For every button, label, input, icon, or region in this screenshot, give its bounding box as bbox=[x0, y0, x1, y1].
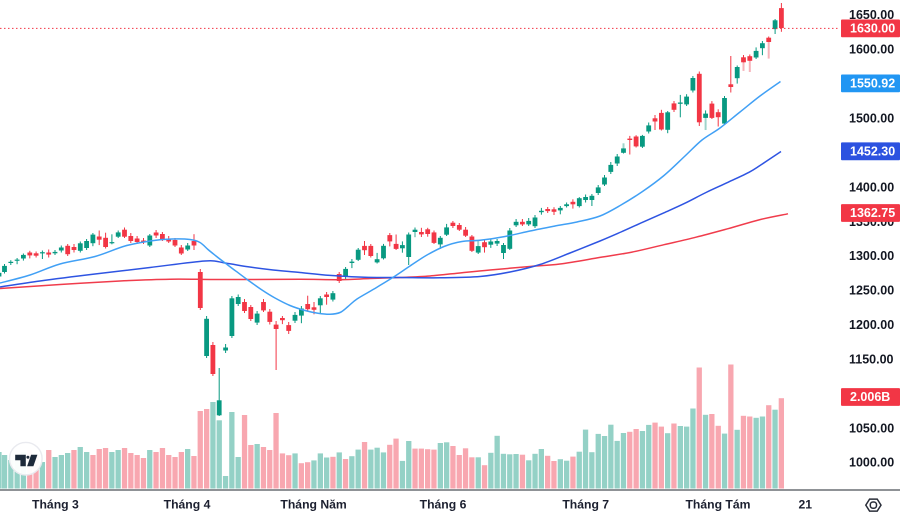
svg-text:Tháng 7: Tháng 7 bbox=[562, 498, 609, 512]
svg-text:1000.00: 1000.00 bbox=[849, 456, 894, 470]
svg-text:Tháng 6: Tháng 6 bbox=[420, 498, 467, 512]
svg-text:1150.00: 1150.00 bbox=[849, 352, 894, 366]
svg-text:21: 21 bbox=[799, 498, 813, 512]
svg-text:1600.00: 1600.00 bbox=[849, 43, 894, 57]
svg-text:2.006B: 2.006B bbox=[850, 390, 890, 404]
svg-text:1300.00: 1300.00 bbox=[849, 249, 894, 263]
svg-text:1452.30: 1452.30 bbox=[850, 145, 895, 159]
svg-text:1250.00: 1250.00 bbox=[849, 284, 894, 298]
svg-text:Tháng 3: Tháng 3 bbox=[32, 498, 79, 512]
svg-text:Tháng 4: Tháng 4 bbox=[164, 498, 211, 512]
svg-text:1500.00: 1500.00 bbox=[849, 112, 894, 126]
svg-text:Tháng Năm: Tháng Năm bbox=[280, 498, 347, 512]
svg-text:1630.00: 1630.00 bbox=[850, 22, 895, 36]
svg-text:Tháng Tám: Tháng Tám bbox=[685, 498, 750, 512]
svg-text:1362.75: 1362.75 bbox=[850, 206, 895, 220]
svg-text:1400.00: 1400.00 bbox=[849, 180, 894, 194]
svg-text:1200.00: 1200.00 bbox=[849, 318, 894, 332]
svg-text:1650.00: 1650.00 bbox=[849, 8, 894, 22]
svg-text:1550.92: 1550.92 bbox=[850, 77, 895, 91]
svg-text:1050.00: 1050.00 bbox=[849, 421, 894, 435]
